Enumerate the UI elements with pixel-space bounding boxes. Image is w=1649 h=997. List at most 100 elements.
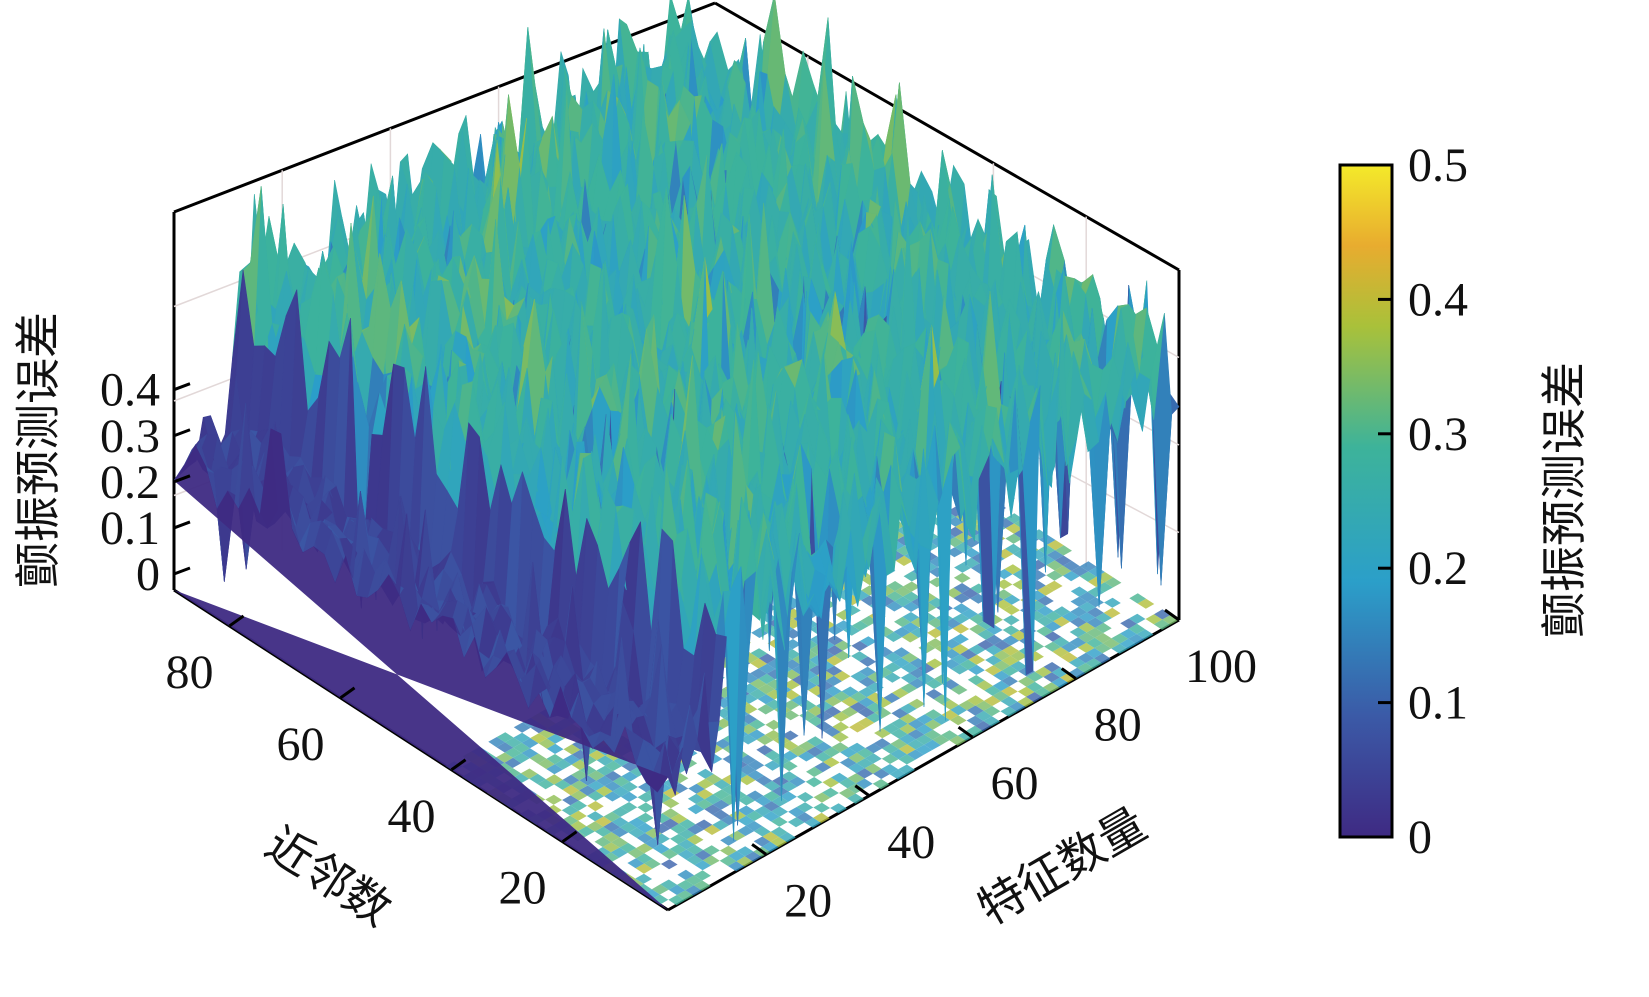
floor-cell [993,660,1011,671]
floor-cell [859,656,877,667]
floor-cell [686,854,703,865]
floor-cell [1077,632,1095,643]
floor-cell [822,777,840,788]
floor-cell [736,856,754,867]
floor-cell [909,668,927,679]
floor-cell [894,586,912,597]
floor-cell [951,664,969,675]
floor-cell [788,776,806,787]
floor-cell [1017,686,1035,697]
y-tick [751,843,767,856]
floor-cell [1045,580,1063,591]
floor-cell [841,706,858,717]
floor-cell [858,687,876,698]
floor-cell [1077,652,1095,663]
floor-cell [890,738,908,749]
floor-cell [636,843,653,854]
floor-cell [756,745,773,756]
floor-cell [881,753,899,764]
floor-cell [1079,571,1097,582]
floor-cell [858,697,875,708]
floor-cell [669,844,687,855]
y-tick [957,725,974,739]
floor-cell [687,824,704,835]
floor-cell [985,645,1003,656]
floor-cell [961,588,979,599]
floor-cell [739,734,757,745]
floor-cell [1005,513,1023,524]
floor-cell [806,766,823,777]
floor-cell [983,716,1001,727]
floor-cell [611,817,629,828]
floor-cell [949,735,967,746]
floor-cell [825,686,842,697]
floor-cell [891,708,909,719]
z-tick [173,474,191,484]
floor-cell [907,729,925,740]
floor-cell [953,593,970,604]
floor-cell [605,760,622,771]
floor-cell [694,860,712,871]
floor-cell [1128,613,1146,624]
colorbar-tick-label: 0.3 [1408,408,1468,461]
floor-cell [596,765,614,776]
floor-cell [763,791,781,802]
floor-cell [957,730,975,741]
floor-cell [594,826,612,837]
floor-cell [595,816,612,827]
floor-cell [1047,540,1064,551]
floor-cell [737,805,755,816]
floor-cell [866,712,883,723]
floor-cell [586,811,604,822]
floor-cell [780,781,798,792]
z-axis-title: 颤振预测误差 [11,312,65,588]
floor-cell [895,555,913,566]
floor-cell [496,732,514,743]
floor-cell [783,689,800,700]
floor-cell [831,742,849,753]
floor-cell [579,785,596,796]
floor-cell [899,734,916,745]
floor-cell [756,734,774,745]
floor-cell [594,836,612,847]
floor-cell [926,658,944,669]
x-tick-label: 40 [388,790,436,843]
floor-cell [677,849,695,860]
floor-cell [899,713,917,724]
floor-cell [824,706,842,717]
floor-cell [890,749,907,760]
floor-cell [974,721,992,732]
floor-cell [830,772,848,783]
floor-cell [1037,595,1054,606]
floor-cell [1087,597,1104,608]
x-tick [228,614,245,628]
floor-cell [651,884,669,895]
floor-cell [806,746,824,757]
floor-cell [952,623,970,634]
y-tick-label: 40 [887,816,935,869]
floor-cell [635,873,653,884]
y-tick-label: 20 [784,874,832,927]
floor-cell [748,719,766,730]
floor-cell [513,742,530,753]
floor-cell [712,799,730,810]
z-tick-label: 0.3 [100,410,160,463]
floor-cell [925,678,943,689]
floor-cell [840,747,857,758]
floor-cell [796,802,814,813]
floor-cell [746,810,763,821]
floor-cell [765,730,782,741]
floor-cell [1038,555,1055,566]
floor-cell [619,842,637,853]
floor-cell [901,662,918,673]
floor-cell [561,805,579,816]
floor-cell [1162,614,1179,625]
colorbar: 00.10.20.30.40.5 颤振预测误差 [1338,139,1591,864]
floor-cell [1154,609,1171,620]
floor-cell [824,696,842,707]
floor-cell [563,744,581,755]
floor-cell [848,763,865,774]
floor-cell [1070,617,1087,628]
floor-cell [644,838,662,849]
floor-cell [637,782,655,793]
